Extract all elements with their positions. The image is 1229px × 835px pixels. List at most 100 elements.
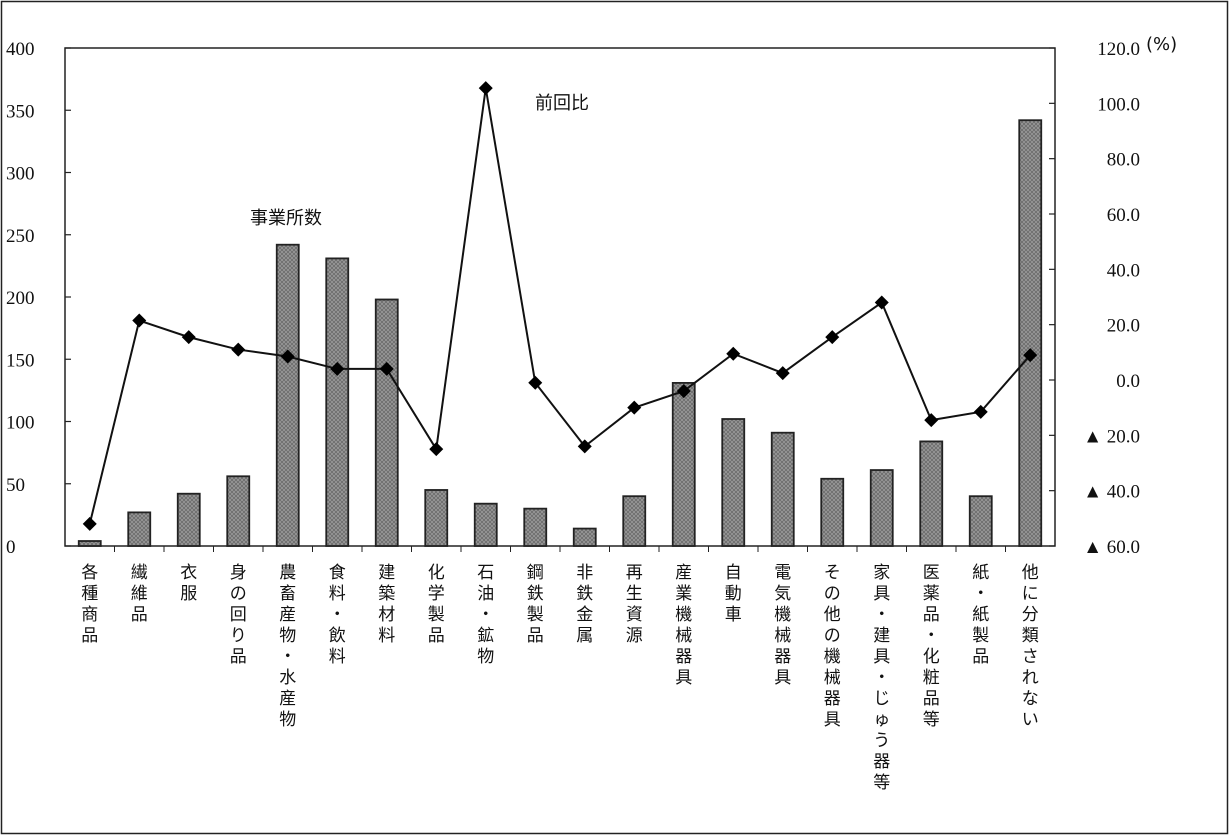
left-tick-label: 50 bbox=[6, 475, 25, 496]
bar bbox=[523, 507, 548, 547]
ratio-point bbox=[478, 81, 493, 96]
ratio-point bbox=[726, 346, 741, 361]
category-glyph: 料 bbox=[329, 647, 346, 667]
bar bbox=[374, 298, 399, 547]
category-glyph: の bbox=[824, 584, 841, 604]
bar bbox=[869, 469, 894, 547]
ratio-point bbox=[627, 400, 642, 415]
plot-area bbox=[64, 47, 1056, 547]
category-glyph: 器 bbox=[824, 689, 841, 709]
category-glyph: 家 bbox=[873, 563, 890, 583]
category-glyph: ・ bbox=[477, 605, 494, 625]
ratio-point bbox=[280, 349, 295, 364]
category-glyph: 食 bbox=[329, 563, 346, 583]
category-glyph: ・ bbox=[972, 584, 989, 604]
category-glyph: 等 bbox=[923, 710, 940, 730]
category-glyph: 械 bbox=[824, 668, 841, 688]
category-label: 自動車 bbox=[725, 563, 742, 625]
category-glyph: 身 bbox=[230, 563, 247, 583]
left-tick-label: 250 bbox=[6, 226, 35, 247]
category-glyph: ・ bbox=[279, 647, 296, 667]
category-glyph: 品 bbox=[527, 626, 544, 646]
bar bbox=[721, 418, 746, 547]
category-glyph: 機 bbox=[824, 647, 841, 667]
category-label: 身の回り品 bbox=[230, 563, 247, 667]
category-glyph: 具 bbox=[873, 584, 890, 604]
right-axis-ticks: ▲ 60.0 ▲ 40.0 ▲ 20.0 0.0 20.0 40.0 60.0 80.0 100… bbox=[1049, 39, 1140, 558]
category-glyph: 類 bbox=[1022, 626, 1039, 646]
annotation-office-count: 事業所数 bbox=[250, 208, 322, 229]
category-glyph: そ bbox=[824, 563, 841, 583]
category-glyph: 動 bbox=[725, 584, 742, 604]
right-tick-label: 120.0 bbox=[1097, 39, 1140, 60]
ratio-point bbox=[330, 361, 345, 376]
right-tick-label: 0.0 bbox=[1116, 371, 1140, 392]
category-glyph: ゅ bbox=[873, 710, 890, 730]
bar bbox=[572, 527, 597, 547]
category-glyph: 鉄 bbox=[527, 584, 544, 604]
left-tick-label: 300 bbox=[6, 164, 35, 185]
left-tick-label: 200 bbox=[6, 288, 35, 309]
annotation-prev-ratio: 前回比 bbox=[535, 93, 589, 114]
category-glyph: 料 bbox=[329, 584, 346, 604]
category-glyph: 具 bbox=[774, 668, 791, 688]
category-glyph: ・ bbox=[923, 626, 940, 646]
ratio-point bbox=[528, 375, 543, 390]
category-glyph: 品 bbox=[428, 626, 445, 646]
category-glyph: 品 bbox=[230, 647, 247, 667]
category-label: 電気機械器具 bbox=[774, 563, 791, 688]
right-tick-label: 40.0 bbox=[1107, 260, 1140, 281]
category-glyph: 器 bbox=[873, 752, 890, 772]
category-glyph: 化 bbox=[428, 563, 445, 583]
category-glyph: の bbox=[230, 584, 247, 604]
bar bbox=[820, 477, 845, 547]
category-label: 化学製品 bbox=[428, 563, 445, 646]
category-glyph: 再 bbox=[626, 563, 643, 583]
category-glyph: う bbox=[873, 731, 890, 751]
right-tick-label: 60.0 bbox=[1107, 205, 1140, 226]
category-glyph: 水 bbox=[279, 668, 296, 688]
bar bbox=[968, 495, 993, 547]
category-glyph: 鉄 bbox=[576, 584, 593, 604]
category-glyph: 石 bbox=[477, 563, 494, 583]
category-glyph: 飲 bbox=[329, 626, 346, 646]
ratio-point bbox=[577, 439, 592, 454]
category-glyph: 機 bbox=[675, 605, 692, 625]
left-tick-label: 100 bbox=[6, 413, 35, 434]
left-axis-ticks: 0 50 100 150 200 250 300 350 400 bbox=[6, 39, 71, 558]
category-glyph: 金 bbox=[576, 605, 593, 625]
category-glyph: 業 bbox=[675, 584, 692, 604]
category-label: 農畜産物・水産物 bbox=[279, 563, 296, 730]
category-glyph: い bbox=[1022, 710, 1039, 730]
category-label: 産業機械器具 bbox=[675, 563, 692, 688]
category-glyph: 材 bbox=[378, 605, 395, 625]
bar-series-office-count bbox=[77, 119, 1043, 547]
bar bbox=[622, 495, 647, 547]
category-glyph: 学 bbox=[428, 584, 445, 604]
category-glyph: 他 bbox=[1022, 563, 1039, 583]
category-glyph: 築 bbox=[378, 584, 395, 604]
category-glyph: 非 bbox=[576, 563, 593, 583]
category-glyph: 産 bbox=[279, 605, 296, 625]
category-glyph: 建 bbox=[378, 563, 395, 583]
bar bbox=[473, 502, 498, 547]
category-glyph: 化 bbox=[923, 647, 940, 667]
category-label: 紙・紙製品 bbox=[972, 563, 989, 667]
category-glyph: 資 bbox=[626, 605, 643, 625]
ratio-point bbox=[874, 295, 889, 310]
category-glyph: さ bbox=[1022, 647, 1039, 667]
category-label: 医薬品・化粧品等 bbox=[923, 563, 940, 730]
category-glyph: 品 bbox=[131, 605, 148, 625]
bar bbox=[919, 440, 944, 547]
category-glyph: じ bbox=[873, 689, 890, 709]
bar bbox=[226, 475, 251, 547]
category-glyph: の bbox=[824, 626, 841, 646]
ratio-point bbox=[231, 342, 246, 357]
bar bbox=[671, 382, 696, 547]
category-glyph: 農 bbox=[279, 563, 296, 583]
category-glyph: 医 bbox=[923, 563, 940, 583]
category-label: 他に分類されない bbox=[1022, 563, 1039, 730]
